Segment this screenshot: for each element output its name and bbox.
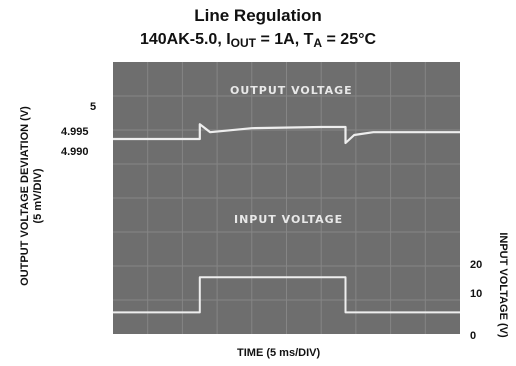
ytick-right-10: 10 xyxy=(470,288,483,300)
subtitle-iout-symbol: I xyxy=(226,31,231,48)
ytick-right-20: 20 xyxy=(470,259,483,271)
series-input-voltage xyxy=(113,276,460,314)
subtitle-iout-sub: OUT xyxy=(230,36,256,50)
subtitle-ta-symbol: T xyxy=(303,31,314,48)
ytick-left-5: 5 xyxy=(90,101,97,113)
x-axis-label: TIME (5 ms/DIV) xyxy=(237,347,321,359)
ytick-right-0: 0 xyxy=(470,330,477,342)
chart-title: Line Regulation xyxy=(194,6,322,25)
y-axis-left-title: OUTPUT VOLTAGE DEVIATION (V) xyxy=(19,106,31,286)
subtitle-iout-value: = 1A xyxy=(260,31,295,48)
ytick-left-4990: 4.990 xyxy=(61,146,89,158)
subtitle-ta-sub: A xyxy=(313,36,323,50)
trace-label-input: INPUT VOLTAGE xyxy=(234,213,344,226)
series-output-voltage xyxy=(113,123,460,145)
ytick-left-4995: 4.995 xyxy=(61,126,89,138)
y-axis-left-units: (5 mV/DIV) xyxy=(32,168,44,224)
chart-subtitle: 140AK-5.0, IOUT = 1A, TA = 25°C xyxy=(139,31,377,50)
subtitle-ta-value: = 25°C xyxy=(326,31,377,48)
subtitle-device: 140AK-5.0 xyxy=(139,31,218,48)
y-axis-right-title: INPUT VOLTAGE (V) xyxy=(497,232,509,338)
trace-label-output: OUTPUT VOLTAGE xyxy=(230,84,353,97)
